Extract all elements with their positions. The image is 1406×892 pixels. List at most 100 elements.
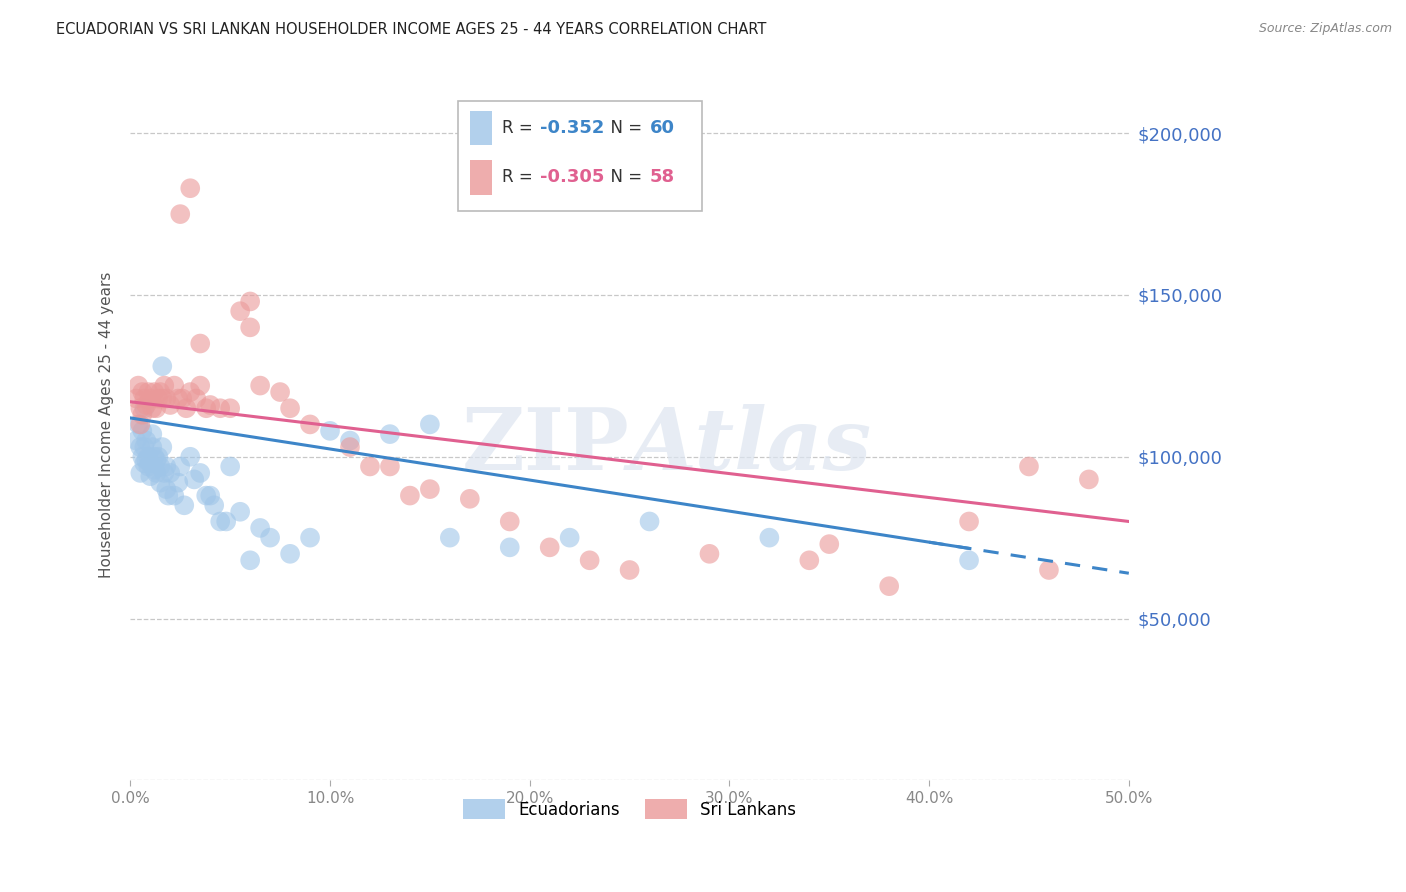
Point: [378, 427, 401, 442]
Point: [200, 489, 222, 503]
Point: [169, 459, 191, 474]
Point: [135, 398, 157, 412]
Point: [125, 434, 148, 448]
Point: [143, 463, 166, 477]
Point: [145, 466, 167, 480]
Point: [578, 553, 600, 567]
Point: [134, 440, 156, 454]
Text: ZIP: ZIP: [461, 404, 630, 488]
Point: [131, 450, 153, 464]
Point: [219, 459, 242, 474]
Point: [195, 489, 218, 503]
Point: [136, 450, 159, 464]
Text: Source: ZipAtlas.com: Source: ZipAtlas.com: [1258, 22, 1392, 36]
Point: [188, 336, 211, 351]
Point: [129, 417, 152, 432]
Point: [157, 489, 180, 503]
Point: [209, 515, 232, 529]
Point: [319, 424, 342, 438]
Point: [249, 521, 271, 535]
Point: [149, 385, 172, 400]
Point: [399, 489, 422, 503]
Point: [159, 398, 181, 412]
Point: [148, 450, 170, 464]
Point: [163, 489, 186, 503]
Point: [877, 579, 900, 593]
Point: [167, 475, 190, 490]
Point: [141, 440, 163, 454]
Point: [173, 498, 195, 512]
Point: [167, 392, 190, 406]
Point: [141, 427, 163, 442]
Point: [169, 207, 191, 221]
Text: ECUADORIAN VS SRI LANKAN HOUSEHOLDER INCOME AGES 25 - 44 YEARS CORRELATION CHART: ECUADORIAN VS SRI LANKAN HOUSEHOLDER INC…: [56, 22, 766, 37]
Point: [239, 320, 262, 334]
Point: [155, 459, 177, 474]
Point: [818, 537, 841, 551]
Text: -0.352: -0.352: [540, 119, 605, 136]
Point: [638, 515, 661, 529]
Point: [134, 456, 156, 470]
Point: [135, 434, 157, 448]
Point: [359, 459, 381, 474]
Point: [269, 385, 291, 400]
Point: [558, 531, 581, 545]
Point: [159, 466, 181, 480]
Point: [172, 392, 194, 406]
Point: [538, 541, 561, 555]
Point: [139, 469, 162, 483]
Point: [202, 498, 225, 512]
Point: [1018, 459, 1040, 474]
Point: [378, 459, 401, 474]
Point: [149, 475, 172, 490]
Point: [799, 553, 821, 567]
Text: -0.305: -0.305: [540, 169, 605, 186]
Point: [129, 440, 152, 454]
Y-axis label: Householder Income Ages 25 - 44 years: Householder Income Ages 25 - 44 years: [100, 271, 114, 578]
Point: [155, 392, 177, 406]
Point: [127, 378, 149, 392]
Point: [150, 359, 173, 374]
Text: 58: 58: [650, 169, 675, 186]
Point: [183, 472, 205, 486]
Point: [499, 515, 522, 529]
Point: [957, 515, 980, 529]
Point: [758, 531, 780, 545]
Point: [278, 401, 301, 416]
Text: N =: N =: [599, 169, 647, 186]
Point: [127, 417, 149, 432]
Point: [131, 385, 153, 400]
Point: [200, 398, 222, 412]
Point: [134, 401, 156, 416]
Text: R =: R =: [502, 169, 537, 186]
Point: [1077, 472, 1099, 486]
Bar: [470, 161, 492, 194]
Point: [219, 401, 242, 416]
Point: [229, 304, 252, 318]
Point: [188, 378, 211, 392]
Point: [239, 553, 262, 567]
Point: [179, 450, 201, 464]
Point: [419, 417, 441, 432]
Point: [136, 385, 159, 400]
Legend: Ecuadorians, Sri Lankans: Ecuadorians, Sri Lankans: [457, 793, 803, 825]
Point: [129, 466, 152, 480]
Point: [458, 491, 481, 506]
FancyBboxPatch shape: [458, 101, 703, 211]
Point: [278, 547, 301, 561]
Text: N =: N =: [599, 119, 647, 136]
Point: [229, 505, 252, 519]
Point: [149, 459, 172, 474]
Point: [188, 466, 211, 480]
Point: [619, 563, 641, 577]
Point: [299, 417, 322, 432]
Point: [125, 392, 148, 406]
Bar: [470, 111, 492, 145]
Point: [179, 181, 201, 195]
Point: [699, 547, 721, 561]
Point: [155, 482, 177, 496]
Point: [249, 378, 271, 392]
Point: [135, 453, 157, 467]
Point: [186, 392, 208, 406]
Text: R =: R =: [502, 119, 537, 136]
